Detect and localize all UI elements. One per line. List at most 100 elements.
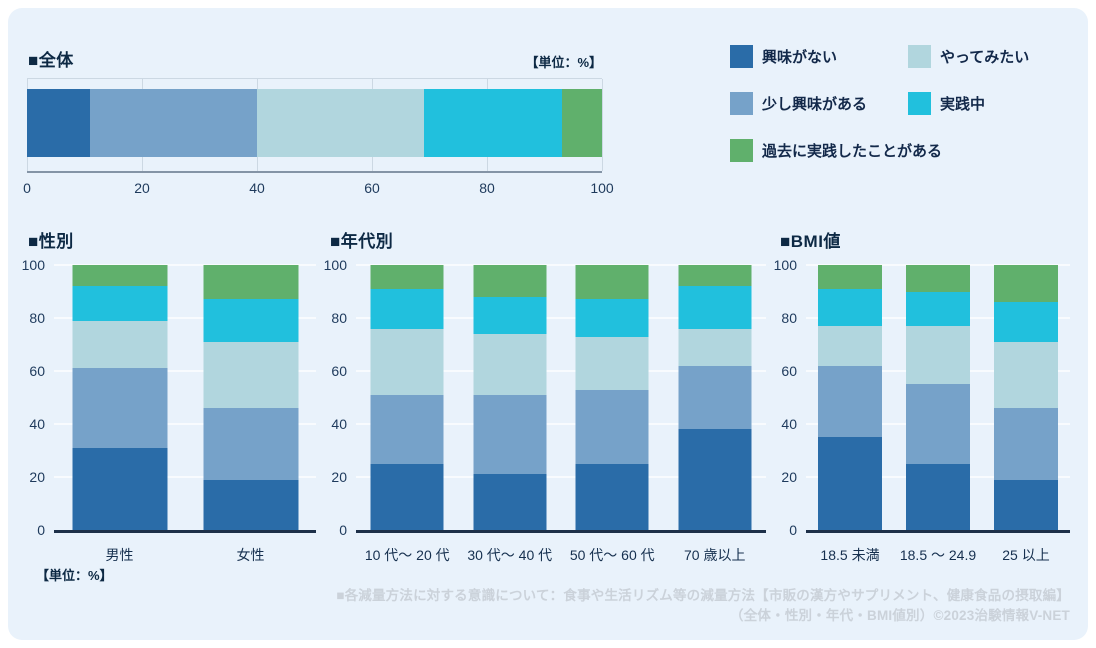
legend-item: やってみたい <box>908 45 1029 68</box>
gridline <box>601 79 603 171</box>
bar-segment <box>575 463 649 530</box>
footer-line-2: （全体・性別・年代・BMI値別）©2023治験情報V-NET <box>730 608 1070 623</box>
bar-segment <box>678 365 752 430</box>
gridline <box>54 423 316 425</box>
bar-segment <box>906 265 970 292</box>
bar-segment <box>473 265 547 297</box>
bmi-stacked-bar-plot: 0 20 40 60 80 100 18.5 未満 18.5 ～ 24.9 25 以上 <box>774 257 1070 563</box>
legend-item: 実践中 <box>908 92 1029 115</box>
category-label: 18.5 未満 <box>820 547 880 563</box>
ytick-label: 100 <box>773 257 797 273</box>
ytick-label: 100 <box>323 257 347 273</box>
bar-segment <box>575 336 649 390</box>
category-label: 70 歳以上 <box>684 547 746 563</box>
ytick-label: 40 <box>29 416 45 432</box>
xtick-label: 40 <box>249 180 265 196</box>
legend-swatch <box>908 92 931 115</box>
gender-unit-label: 【単位：%】 <box>36 568 113 583</box>
stacked-bar <box>473 265 547 530</box>
ytick-label: 80 <box>29 310 45 326</box>
gridline <box>356 370 766 372</box>
bar-segment <box>203 408 298 480</box>
category-label: 10 代～ 20 代 <box>364 547 450 563</box>
bar-segment <box>994 408 1058 480</box>
ytick-label: 40 <box>331 416 347 432</box>
gridline <box>54 476 316 478</box>
category-label: 女性 <box>236 547 265 563</box>
bar-segment <box>818 365 882 438</box>
age-chart-title: ■年代別 <box>330 232 394 251</box>
legend-label: やってみたい <box>940 49 1030 66</box>
bar-segment <box>370 463 444 530</box>
legend-label: 実践中 <box>940 96 986 113</box>
stacked-bar <box>906 265 970 530</box>
bar-segment <box>906 291 970 326</box>
ytick-label: 40 <box>781 416 797 432</box>
ytick-label: 0 <box>789 522 797 538</box>
ytick-label: 0 <box>339 522 347 538</box>
gridline <box>356 317 766 319</box>
bar-segment <box>473 296 547 334</box>
bar-segment <box>90 89 257 157</box>
legend: 興味がない やってみたい 少し興味がある 実践中 過去に実践したことがある <box>730 45 1029 162</box>
ytick-label: 60 <box>29 363 45 379</box>
gridline <box>54 370 316 372</box>
stacked-bar <box>27 89 602 157</box>
gridline <box>806 264 1070 266</box>
category-label: 男性 <box>105 547 134 563</box>
legend-item: 過去に実践したことがある <box>730 139 1029 162</box>
bar-segment <box>818 265 882 289</box>
bar-segment <box>473 333 547 395</box>
bar-segment <box>370 328 444 395</box>
xtick-label: 20 <box>134 180 150 196</box>
bar-segment <box>72 286 167 321</box>
bar-segment <box>72 447 167 530</box>
bar-segment <box>678 286 752 329</box>
gender-stacked-bar-plot: 0 20 40 60 80 100 男性 女性 <box>22 257 316 563</box>
bar-segment <box>818 288 882 326</box>
bar-segment <box>257 89 424 157</box>
stacked-bar <box>72 265 167 530</box>
bar-segment <box>994 265 1058 303</box>
ytick-label: 20 <box>29 469 45 485</box>
bar-segment <box>72 320 167 369</box>
gridline <box>54 317 316 319</box>
bar-segment <box>906 384 970 464</box>
bar-segment <box>561 89 602 157</box>
stacked-bar <box>818 265 882 530</box>
bar-segment <box>994 302 1058 342</box>
stacked-bar <box>575 265 649 530</box>
stacked-bar <box>678 265 752 530</box>
bar-segment <box>370 394 444 464</box>
ytick-label: 80 <box>781 310 797 326</box>
gridline <box>356 476 766 478</box>
bar-segment <box>27 89 91 157</box>
ytick-label: 60 <box>331 363 347 379</box>
bar-segment <box>906 325 970 385</box>
category-label: 30 代～ 40 代 <box>467 547 553 563</box>
bar-segment <box>678 429 752 530</box>
bar-segment <box>203 265 298 300</box>
bar-segment <box>473 394 547 475</box>
age-stacked-bar-plot: 0 20 40 60 80 100 10 代～ 20 代 30 代～ 40 代 50 代～ 60… <box>324 257 766 563</box>
overall-chart-title: ■全体 <box>28 51 74 70</box>
category-label: 50 代～ 60 代 <box>569 547 655 563</box>
bar-segment <box>72 265 167 287</box>
gender-chart-title: ■性別 <box>28 232 74 251</box>
ytick-label: 100 <box>21 257 45 273</box>
footer-attribution: ■各減量方法に対する意識について：食事や生活リズム等の減量方法【市販の漢方やサプ… <box>336 586 1070 626</box>
bar-segment <box>994 479 1058 530</box>
category-label: 18.5 ～ 24.9 <box>899 547 977 563</box>
legend-label: 過去に実践したことがある <box>762 143 943 160</box>
legend-swatch <box>730 92 753 115</box>
xtick-label: 100 <box>590 180 614 196</box>
legend-swatch <box>730 45 753 68</box>
xtick-label: 60 <box>364 180 380 196</box>
ytick-label: 20 <box>781 469 797 485</box>
ytick-label: 80 <box>331 310 347 326</box>
bar-segment <box>678 328 752 366</box>
bar-segment <box>203 299 298 342</box>
ytick-label: 20 <box>331 469 347 485</box>
bar-segment <box>575 299 649 337</box>
bar-segment <box>906 463 970 530</box>
